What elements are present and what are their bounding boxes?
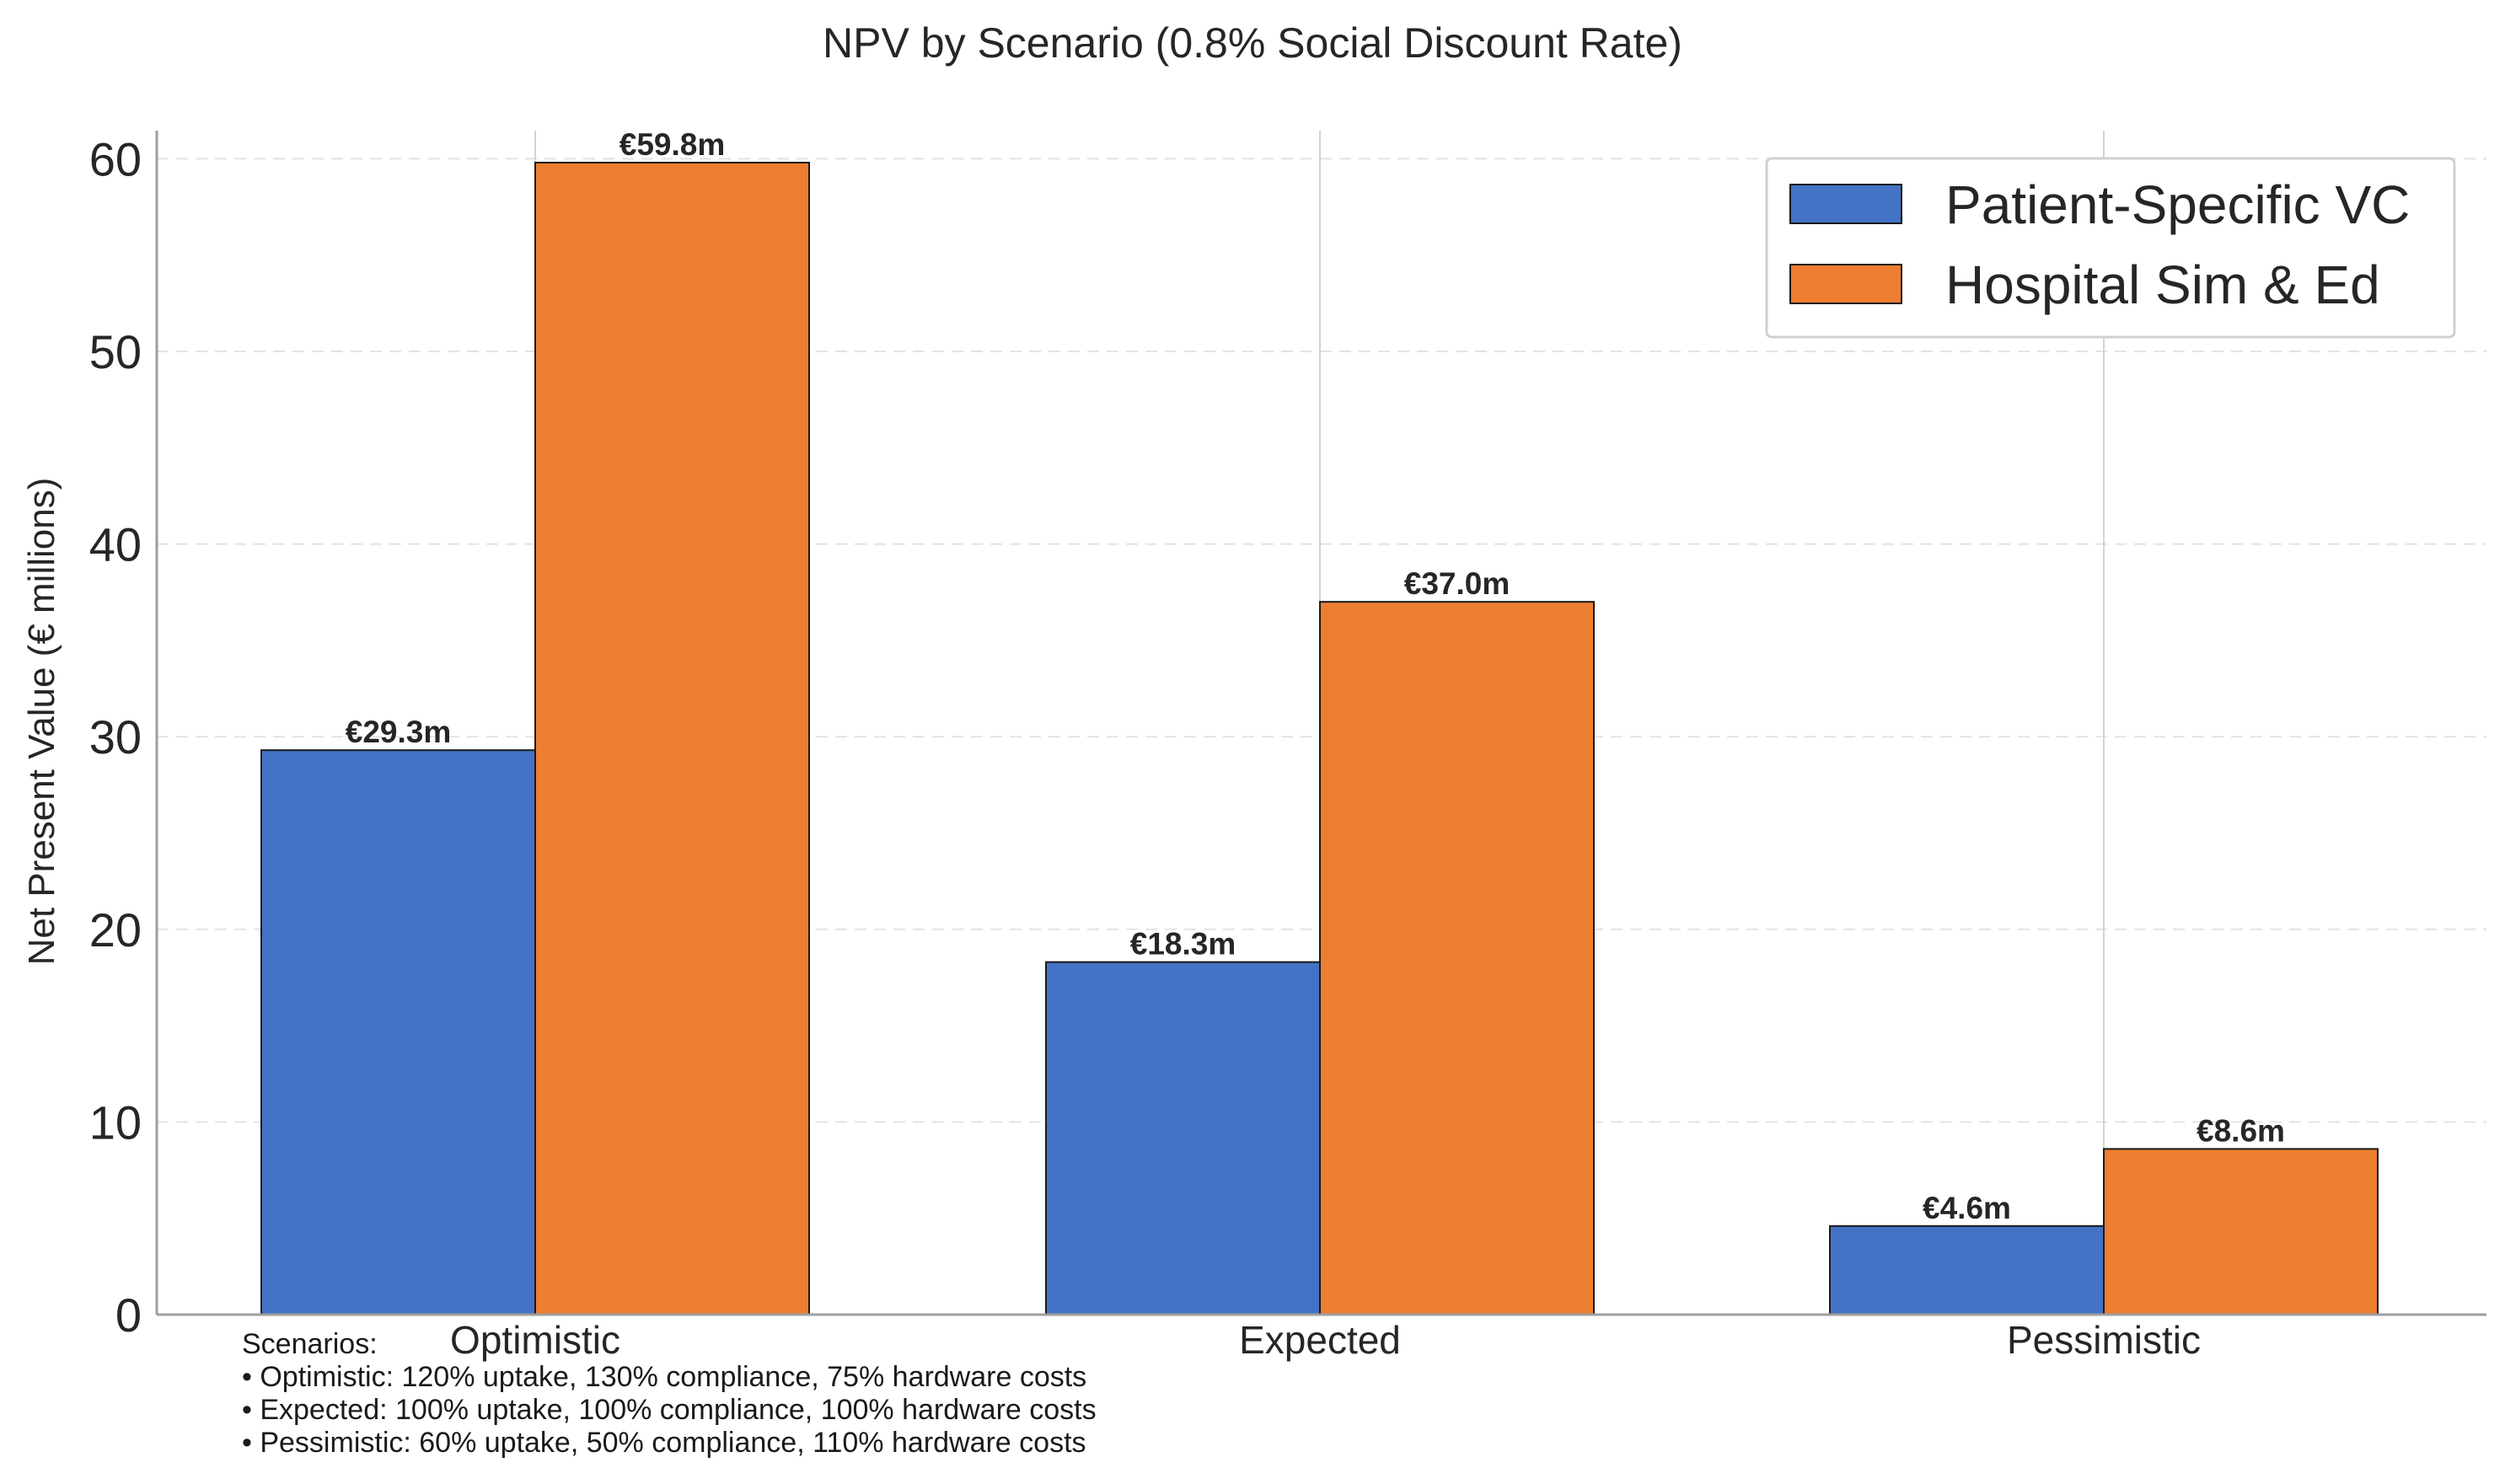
legend-label-hospital-sim-ed: Hospital Sim & Ed xyxy=(1945,254,2380,315)
bar-patient-specific-vc-pessimistic xyxy=(1829,1224,2105,1315)
value-labels: €29.3m €18.3m €4.6m €59.8m €37.0m €8.6m xyxy=(346,127,2285,1225)
chart-title: NPV by Scenario (0.8% Social Discount Ra… xyxy=(823,19,1682,67)
value-label: €29.3m xyxy=(346,715,452,749)
value-label: €18.3m xyxy=(1130,927,1236,962)
x-tick-label-optimistic: Optimistic xyxy=(450,1318,620,1362)
bar-patient-specific-vc-expected xyxy=(1045,961,1321,1315)
legend: Patient-Specific VC Hospital Sim & Ed xyxy=(1765,157,2456,339)
y-tick-labels: 0 10 20 30 40 50 60 xyxy=(89,132,142,1342)
legend-label-patient-specific-vc: Patient-Specific VC xyxy=(1945,174,2410,235)
x-tick-label-pessimistic: Pessimistic xyxy=(2007,1318,2201,1362)
y-tick-label: 10 xyxy=(89,1096,142,1149)
legend-frame xyxy=(1765,157,2456,339)
x-tick-label-expected: Expected xyxy=(1239,1318,1401,1362)
value-label: €37.0m xyxy=(1404,566,1510,601)
scenario-notes: Scenarios: • Optimistic: 120% uptake, 13… xyxy=(242,1328,1097,1459)
x-tick-labels: Optimistic Expected Pessimistic xyxy=(450,1318,2201,1362)
y-axis-label: Net Present Value (€ millions) xyxy=(21,478,62,966)
y-tick-label: 50 xyxy=(89,325,142,378)
y-tick-label: 30 xyxy=(89,710,142,763)
y-tick-label: 0 xyxy=(115,1288,142,1342)
bar-hospital-sim-ed-optimistic xyxy=(534,161,810,1315)
scenario-note-optimistic: • Optimistic: 120% uptake, 130% complian… xyxy=(242,1361,1086,1393)
scenario-notes-heading: Scenarios: xyxy=(242,1328,378,1360)
bar-patient-specific-vc-optimistic xyxy=(260,749,536,1315)
value-label: €8.6m xyxy=(2197,1113,2285,1148)
scenario-note-pessimistic: • Pessimistic: 60% uptake, 50% complianc… xyxy=(242,1427,1086,1459)
scenario-note-expected: • Expected: 100% uptake, 100% compliance… xyxy=(242,1394,1097,1426)
bars xyxy=(260,161,2379,1316)
bar-hospital-sim-ed-pessimistic xyxy=(2103,1148,2379,1316)
value-label: €59.8m xyxy=(620,127,726,162)
legend-swatch-hospital-sim-ed xyxy=(1789,264,1902,304)
y-tick-label: 60 xyxy=(89,132,142,185)
y-tick-label: 40 xyxy=(89,518,142,571)
legend-swatch-patient-specific-vc xyxy=(1789,184,1902,224)
value-label: €4.6m xyxy=(1923,1191,2011,1225)
bar-hospital-sim-ed-expected xyxy=(1319,601,1595,1315)
y-tick-label: 20 xyxy=(89,903,142,956)
